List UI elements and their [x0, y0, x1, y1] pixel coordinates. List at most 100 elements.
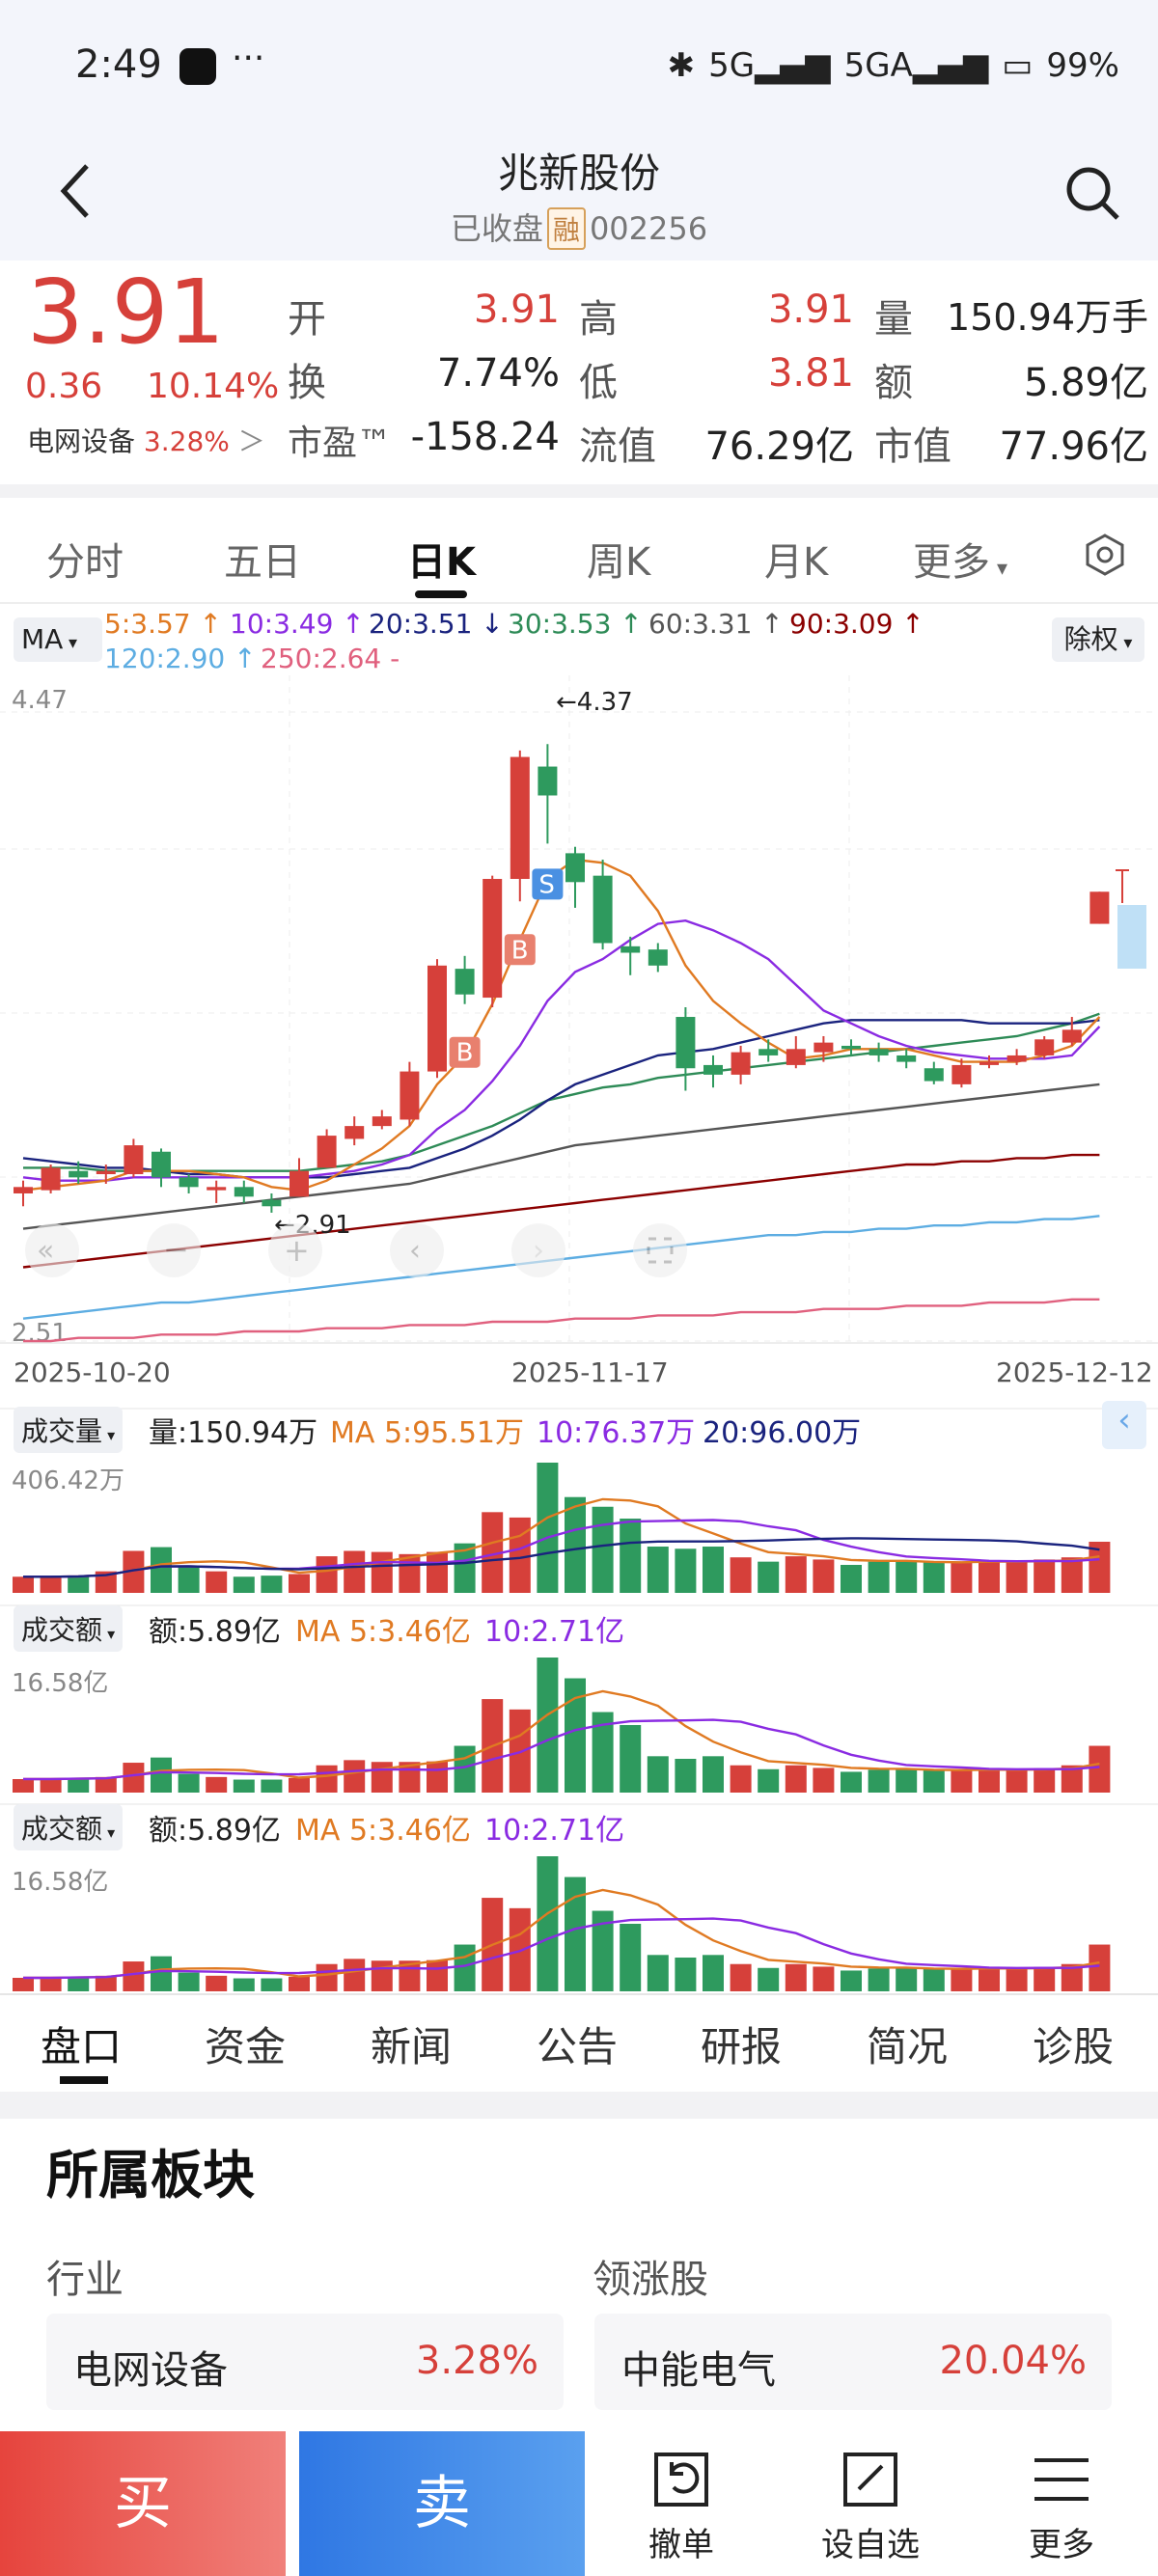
- amount-bar: [537, 1856, 559, 1991]
- tab-monthly-k[interactable]: 月K: [764, 540, 829, 585]
- amount-bar: [841, 1970, 862, 1991]
- amount-bar: [841, 1771, 862, 1793]
- candle-body: [179, 1177, 199, 1188]
- candle-body: [234, 1187, 254, 1197]
- stock-code: 002256: [589, 210, 708, 247]
- amount-bar: [923, 1968, 945, 1991]
- tab-weekly-k[interactable]: 周K: [587, 540, 651, 585]
- more-button[interactable]: 更多: [975, 2451, 1148, 2565]
- amount-bar: [316, 1765, 338, 1793]
- current-price: 3.91: [27, 260, 225, 364]
- tab-profile[interactable]: 简况: [867, 2023, 949, 2070]
- tab-announcements[interactable]: 公告: [537, 2023, 619, 2070]
- candle-body: [758, 1049, 779, 1055]
- candle-body: [731, 1052, 751, 1075]
- open-label: 开: [288, 297, 326, 342]
- adjust-selector[interactable]: 除权 ▾: [1052, 617, 1144, 662]
- settings-icon[interactable]: [1083, 533, 1127, 577]
- amount-bar: [40, 1978, 62, 1991]
- amount-bar: [951, 1968, 973, 1991]
- volume-bar: [841, 1564, 862, 1593]
- amount-bar: [813, 1966, 835, 1991]
- amount-selector[interactable]: 成交额 ▾: [14, 1605, 124, 1652]
- collapse-panel-icon[interactable]: ‹: [1102, 1401, 1146, 1449]
- ma-selector[interactable]: MA ▾: [14, 617, 102, 662]
- tab-orderbook[interactable]: 盘口: [41, 2023, 123, 2070]
- tab-more[interactable]: 更多 ▾: [913, 540, 1008, 585]
- rewind-button[interactable]: [25, 1223, 79, 1277]
- volume-max-label: 406.42万: [12, 1466, 124, 1495]
- volume-bar: [40, 1576, 62, 1593]
- open-value: 3.91: [473, 288, 560, 332]
- cancel-order-button[interactable]: 撤单: [594, 2451, 768, 2565]
- sell-button[interactable]: 卖: [299, 2431, 585, 2576]
- volume-selector[interactable]: 成交量 ▾: [14, 1407, 124, 1453]
- kline-chart[interactable]: 4.47 2.51 BBS ←4.37 ←2.91 « − + ‹ ›: [0, 675, 1158, 1993]
- price-change-pct: 10.14%: [147, 367, 280, 406]
- amount-bar: [123, 1961, 145, 1991]
- ma-line: [23, 1497, 1100, 1578]
- tab-intraday[interactable]: 分时: [46, 540, 124, 585]
- scroll-indicator[interactable]: [1117, 905, 1146, 969]
- candle-body: [207, 1187, 227, 1191]
- amount-ma-lines: [23, 1689, 1100, 1781]
- amount-bar: [95, 1776, 117, 1793]
- sector-link[interactable]: 电网设备 3.28% ＞: [27, 425, 265, 457]
- tab-news[interactable]: 新闻: [371, 2023, 453, 2070]
- candle-body: [69, 1170, 89, 1178]
- amount-bar: [1089, 1745, 1111, 1793]
- amount-bar: [454, 1745, 476, 1793]
- candle-body: [868, 1049, 889, 1055]
- ma-line: [23, 1689, 1100, 1781]
- marker-label: B: [511, 936, 529, 965]
- rewind-icon: «: [37, 1234, 54, 1268]
- stock-subline: 已收盘融 002256: [0, 205, 1158, 250]
- volume-bar: [1089, 1542, 1111, 1593]
- tab-research[interactable]: 研报: [701, 2023, 783, 2070]
- volume-bar: [399, 1553, 421, 1593]
- amount-bar: [675, 1958, 697, 1991]
- app-notification-icon: [179, 48, 216, 85]
- amount-bar: [1034, 1966, 1056, 1991]
- low-value: 3.81: [767, 351, 854, 396]
- next-button[interactable]: [511, 1223, 565, 1277]
- amount-bar: [68, 1777, 90, 1793]
- prev-button[interactable]: [390, 1223, 444, 1277]
- tab-five-day[interactable]: 五日: [224, 540, 301, 585]
- amount-bar: [620, 1725, 642, 1793]
- candle-body: [979, 1061, 999, 1065]
- ma-lines: [22, 858, 1101, 1343]
- info-tabs: 盘口 资金 新闻 公告 研报 简况 诊股: [0, 1993, 1158, 2092]
- leader-card[interactable]: 中能电气 20.04%: [594, 2314, 1112, 2410]
- candle-body: [951, 1064, 972, 1084]
- volume-value-text: 量:150.94万: [149, 1416, 318, 1450]
- amount-bar: [1034, 1768, 1056, 1793]
- industry-card[interactable]: 电网设备 3.28%: [46, 2314, 564, 2410]
- amount-ma5-2: MA 5:3.46亿: [295, 1814, 471, 1848]
- signal-icon-2: 5GA▂▄▆: [843, 46, 989, 85]
- volume-bar: [316, 1556, 338, 1593]
- tab-diagnosis[interactable]: 诊股: [1033, 2023, 1115, 2070]
- candle-body: [896, 1055, 917, 1062]
- fullscreen-button[interactable]: [633, 1223, 687, 1277]
- amount-selector-2[interactable]: 成交额 ▾: [14, 1804, 124, 1850]
- zoom-in-button[interactable]: [268, 1223, 322, 1277]
- ma-line: [23, 1888, 1100, 1980]
- tab-funds[interactable]: 资金: [205, 2023, 287, 2070]
- ma-line: [23, 1537, 1100, 1578]
- add-watchlist-button[interactable]: 设自选: [784, 2451, 957, 2565]
- amount-bar: [261, 1978, 283, 1991]
- pe-label: 市盈™: [288, 424, 393, 463]
- buy-button[interactable]: 买: [0, 2431, 286, 2576]
- zoom-out-button[interactable]: [147, 1223, 201, 1277]
- volume-value: 150.94万手: [947, 296, 1148, 339]
- ma20-line: [22, 1019, 1100, 1179]
- search-icon[interactable]: [1062, 162, 1123, 224]
- amount-bar: [675, 1759, 697, 1793]
- industry-pct: 3.28%: [415, 2339, 538, 2383]
- tab-daily-k[interactable]: 日K: [407, 540, 476, 585]
- cancel-order-icon: [654, 2453, 708, 2507]
- candle-body: [924, 1068, 944, 1082]
- back-icon[interactable]: [56, 162, 95, 220]
- quote-panel: [0, 260, 1158, 484]
